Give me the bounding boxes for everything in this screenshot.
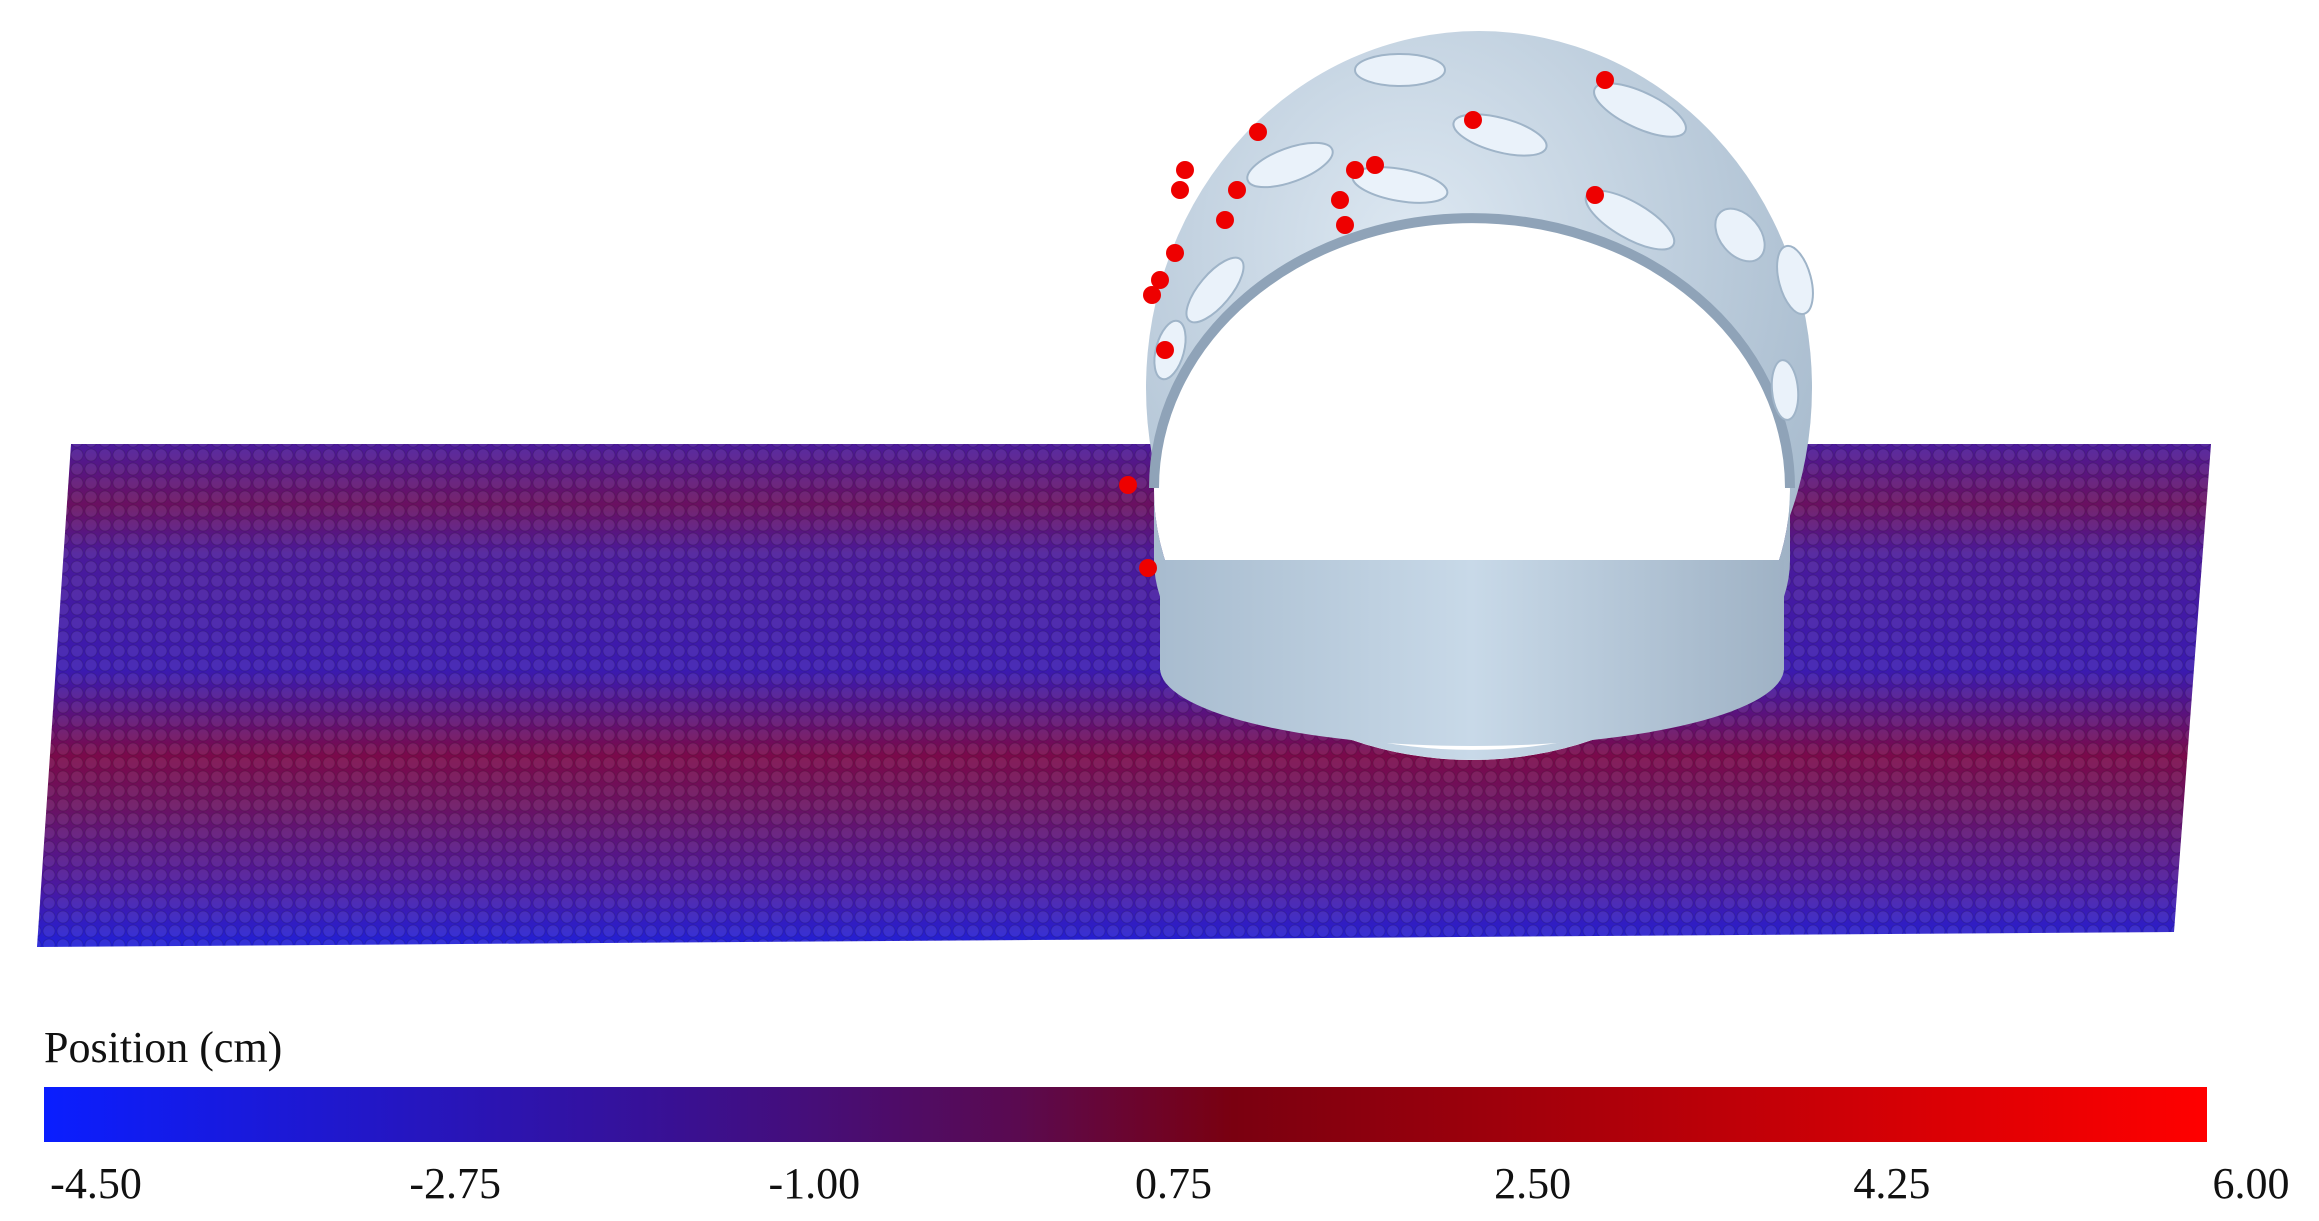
- particle: [1366, 156, 1384, 174]
- particle: [1119, 476, 1137, 494]
- particle: [1464, 111, 1482, 129]
- particle: [1586, 186, 1604, 204]
- particle: [1331, 191, 1349, 209]
- particle: [1151, 271, 1169, 289]
- colorbar-tick-label: 0.75: [1135, 1159, 1212, 1208]
- ring-rim: [1149, 213, 1795, 489]
- lug: [1776, 244, 1814, 316]
- colorbar-tick-label: -2.75: [409, 1159, 501, 1208]
- particle: [1166, 244, 1184, 262]
- particle: [1228, 181, 1246, 199]
- ring-lugs: [1153, 53, 1814, 421]
- lug: [1246, 141, 1334, 189]
- lug: [1770, 359, 1800, 421]
- lug: [1354, 53, 1446, 87]
- particle: [1336, 216, 1354, 234]
- particle: [1346, 161, 1364, 179]
- colorbar-title: Position (cm): [44, 1023, 282, 1072]
- colorbar-tick-label: 4.25: [1853, 1159, 1930, 1208]
- particle: [1156, 341, 1174, 359]
- particle: [1249, 123, 1267, 141]
- lifted-particles: [1119, 71, 1614, 577]
- colorbar-ticks: -4.50 -2.75 -1.00 0.75 2.50 4.25 6.00: [50, 1159, 2289, 1208]
- colorbar-tick-label: 2.50: [1494, 1159, 1571, 1208]
- ring-inner-floor: [1160, 590, 1784, 746]
- colorbar-tick-label: -4.50: [50, 1159, 142, 1208]
- lug: [1593, 82, 1687, 138]
- particle: [1143, 286, 1161, 304]
- lug: [1185, 256, 1245, 324]
- particle: [1216, 211, 1234, 229]
- colorbar-tick-label: -1.00: [769, 1159, 861, 1208]
- particle: [1139, 559, 1157, 577]
- particle: [1596, 71, 1614, 89]
- particle-texture: [37, 444, 2211, 947]
- lug: [1714, 207, 1766, 263]
- colorbar-tick-label: 6.00: [2213, 1159, 2290, 1208]
- colorbar: [44, 1087, 2207, 1142]
- particle: [1176, 161, 1194, 179]
- particle: [1171, 181, 1189, 199]
